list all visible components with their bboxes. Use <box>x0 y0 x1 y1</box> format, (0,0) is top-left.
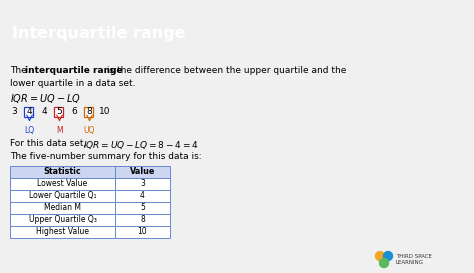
Bar <box>115 165 170 177</box>
Text: Statistic: Statistic <box>44 167 82 176</box>
Text: THIRD SPACE: THIRD SPACE <box>396 254 432 259</box>
Bar <box>115 177 170 189</box>
Text: 3: 3 <box>140 179 145 188</box>
Bar <box>115 189 170 201</box>
Bar <box>115 201 170 213</box>
Text: LQ: LQ <box>25 126 35 135</box>
Text: Value: Value <box>130 167 155 176</box>
Text: 8: 8 <box>140 215 145 224</box>
Circle shape <box>380 259 389 268</box>
Bar <box>115 225 170 238</box>
FancyBboxPatch shape <box>84 107 93 117</box>
Text: interquartile range: interquartile range <box>25 66 123 75</box>
Text: 10: 10 <box>99 107 110 116</box>
Text: 3: 3 <box>12 107 18 116</box>
Bar <box>10 177 115 189</box>
Text: The five-number summary for this data is:: The five-number summary for this data is… <box>10 152 201 161</box>
Text: 10: 10 <box>137 227 147 236</box>
Bar <box>10 165 115 177</box>
Text: 5: 5 <box>140 203 145 212</box>
Text: Lower Quartile Q₁: Lower Quartile Q₁ <box>29 191 96 200</box>
Text: Lowest Value: Lowest Value <box>37 179 88 188</box>
Text: For this data set,: For this data set, <box>10 138 89 147</box>
Text: is the difference between the upper quartile and the: is the difference between the upper quar… <box>104 66 346 75</box>
Text: $IQR = UQ - LQ = 8 - 4 = 4$: $IQR = UQ - LQ = 8 - 4 = 4$ <box>83 138 199 150</box>
Text: M: M <box>56 126 63 135</box>
Bar <box>10 201 115 213</box>
Circle shape <box>375 251 384 260</box>
Text: 4: 4 <box>27 107 32 116</box>
Text: 5: 5 <box>56 107 63 116</box>
Text: Median M: Median M <box>44 203 81 212</box>
Text: 8: 8 <box>87 107 92 116</box>
Bar <box>10 225 115 238</box>
Circle shape <box>383 251 392 260</box>
Text: $IQR = UQ - LQ$: $IQR = UQ - LQ$ <box>10 92 81 105</box>
Bar <box>10 213 115 225</box>
Text: Upper Quartile Q₃: Upper Quartile Q₃ <box>28 215 96 224</box>
Text: lower quartile in a data set.: lower quartile in a data set. <box>10 79 136 88</box>
FancyBboxPatch shape <box>25 107 34 117</box>
Text: Interquartile range: Interquartile range <box>12 26 185 40</box>
Text: Highest Value: Highest Value <box>36 227 89 236</box>
Bar <box>115 213 170 225</box>
Text: 4: 4 <box>42 107 47 116</box>
Text: 4: 4 <box>140 191 145 200</box>
Text: 6: 6 <box>72 107 77 116</box>
Text: LEARNING: LEARNING <box>396 260 424 265</box>
FancyBboxPatch shape <box>55 107 64 117</box>
Text: UQ: UQ <box>84 126 95 135</box>
Text: The: The <box>10 66 29 75</box>
Bar <box>10 189 115 201</box>
